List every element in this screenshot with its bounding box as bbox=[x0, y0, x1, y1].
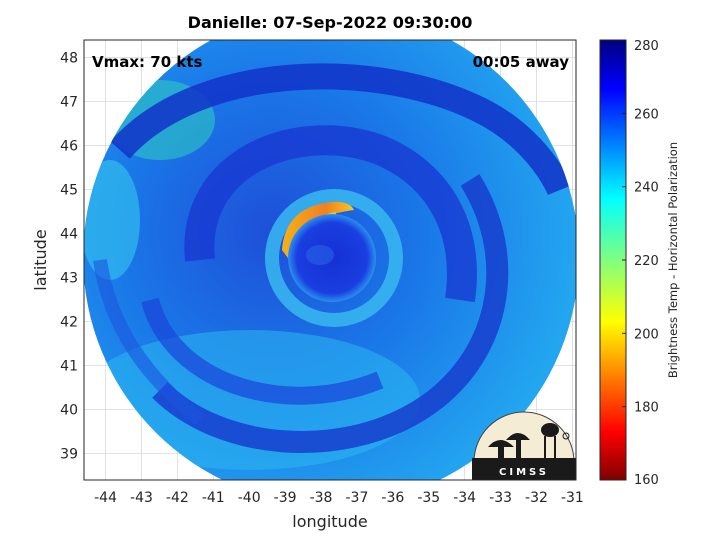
colorbar-tick-label: 220 bbox=[634, 254, 659, 269]
x-tick-label: -39 bbox=[274, 490, 297, 506]
chart-title: Danielle: 07-Sep-2022 09:30:00 bbox=[188, 13, 473, 32]
x-tick-label: -36 bbox=[381, 490, 404, 506]
y-tick-label: 39 bbox=[60, 447, 78, 463]
y-tick-label: 43 bbox=[60, 271, 78, 287]
y-tick-label: 45 bbox=[60, 183, 78, 199]
colorbar-tick-label: 280 bbox=[634, 39, 659, 54]
cimss-logo-text: CIMSS bbox=[499, 467, 549, 478]
colorbar-tick-label: 200 bbox=[634, 327, 659, 342]
colorbar-tick-label: 260 bbox=[634, 107, 659, 122]
colorbar-tick-label: 180 bbox=[634, 401, 659, 416]
x-tick-label: -43 bbox=[130, 490, 153, 506]
x-tick-label: -42 bbox=[166, 490, 189, 506]
x-tick-label: -34 bbox=[453, 490, 476, 506]
vmax-annotation: Vmax: 70 kts bbox=[92, 53, 202, 71]
colorbar-tick-label: 240 bbox=[634, 181, 659, 196]
colorbar bbox=[599, 39, 627, 481]
colorbar-label: Brightness Temp - Horizontal Polarizatio… bbox=[666, 142, 680, 378]
brightness-temperature-image: CIMSS bbox=[84, 40, 576, 480]
colorbar-ticks: 160 180 200 220 240 260 280 bbox=[622, 39, 659, 488]
x-tick-label: -32 bbox=[525, 490, 548, 506]
x-tick-label: -44 bbox=[94, 490, 117, 506]
y-tick-label: 48 bbox=[60, 51, 78, 67]
colorbar-tick-label: 160 bbox=[634, 473, 659, 488]
x-tick-label: -33 bbox=[489, 490, 512, 506]
y-axis-label: latitude bbox=[31, 229, 50, 290]
x-axis-ticks: -44 -43 -42 -41 -40 -39 -38 -37 -36 -35 -34 -33 -32-… bbox=[94, 490, 584, 506]
cimss-logo: CIMSS bbox=[472, 411, 576, 480]
x-tick-label: -37 bbox=[345, 490, 368, 506]
x-tick-label: -38 bbox=[310, 490, 333, 506]
x-tick-label: -40 bbox=[238, 490, 261, 506]
x-tick-label: -41 bbox=[202, 490, 225, 506]
y-tick-label: 44 bbox=[60, 227, 78, 243]
y-tick-label: 40 bbox=[60, 403, 78, 419]
time-away-annotation: 00:05 away bbox=[473, 53, 570, 71]
y-tick-label: 46 bbox=[60, 139, 78, 155]
y-tick-label: 41 bbox=[60, 359, 78, 375]
y-axis-ticks: 39 40 41 42 43 44 45 46 47 48 bbox=[60, 51, 78, 463]
x-tick-label: -35 bbox=[417, 490, 440, 506]
x-tick-label: -31 bbox=[561, 490, 584, 506]
y-tick-label: 42 bbox=[60, 315, 78, 331]
x-axis-label: longitude bbox=[292, 512, 367, 531]
y-tick-label: 47 bbox=[60, 95, 78, 111]
